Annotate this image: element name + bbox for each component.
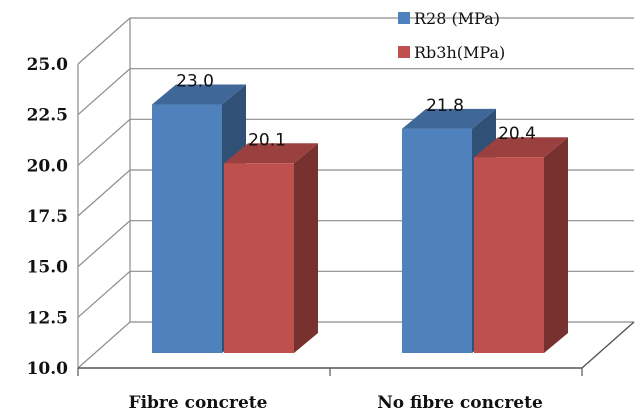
legend-swatch	[398, 12, 410, 24]
gridline-wall	[77, 118, 131, 166]
y-tick-label: 22.5	[27, 106, 68, 126]
gridline-wall	[77, 270, 131, 318]
legend-label: R28 (MPa)	[414, 9, 500, 28]
gridline-wall	[77, 220, 131, 268]
gridline-wall	[77, 321, 131, 369]
legend-swatch	[398, 46, 410, 58]
legend-label: Rb3h(MPa)	[414, 43, 505, 62]
floor-edge	[581, 321, 635, 369]
axis-layer	[77, 18, 635, 376]
bar-top	[224, 143, 318, 164]
gridline-wall	[77, 68, 131, 116]
bar-top	[474, 137, 568, 158]
bar-front	[224, 163, 294, 353]
data-label: 23.0	[176, 72, 214, 92]
bar-front	[152, 104, 222, 354]
bar-side	[544, 137, 568, 353]
legend: R28 (MPa) Rb3h(MPa)	[398, 9, 505, 62]
bar-layer	[152, 84, 568, 354]
gridline-wall	[77, 169, 131, 217]
bar-front	[474, 157, 544, 353]
label-layer: 10.0 12.5 15.0 17.5 20.0 22.5 25.0 23.0 20.1 Fibr…	[27, 55, 543, 413]
bar-top	[402, 108, 496, 129]
category-label: Fibre concrete	[129, 393, 268, 413]
y-tick-label: 12.5	[27, 308, 68, 328]
data-label: 20.1	[248, 130, 286, 150]
y-tick-label: 10.0	[27, 359, 69, 379]
y-tick-label: 17.5	[27, 207, 68, 227]
data-label: 21.8	[426, 96, 464, 116]
y-tick-label: 15.0	[27, 258, 69, 278]
bar-rb3h	[224, 143, 318, 353]
bar-rb3h	[474, 137, 568, 353]
bar-front	[402, 128, 472, 353]
y-tick-label: 20.0	[27, 156, 69, 176]
y-tick-label: 25.0	[27, 55, 69, 75]
bar-top	[152, 84, 246, 105]
gridline-wall	[77, 17, 131, 65]
bar-side	[294, 143, 318, 353]
data-label: 20.4	[498, 124, 536, 144]
category-label: No fibre concrete	[377, 393, 543, 413]
